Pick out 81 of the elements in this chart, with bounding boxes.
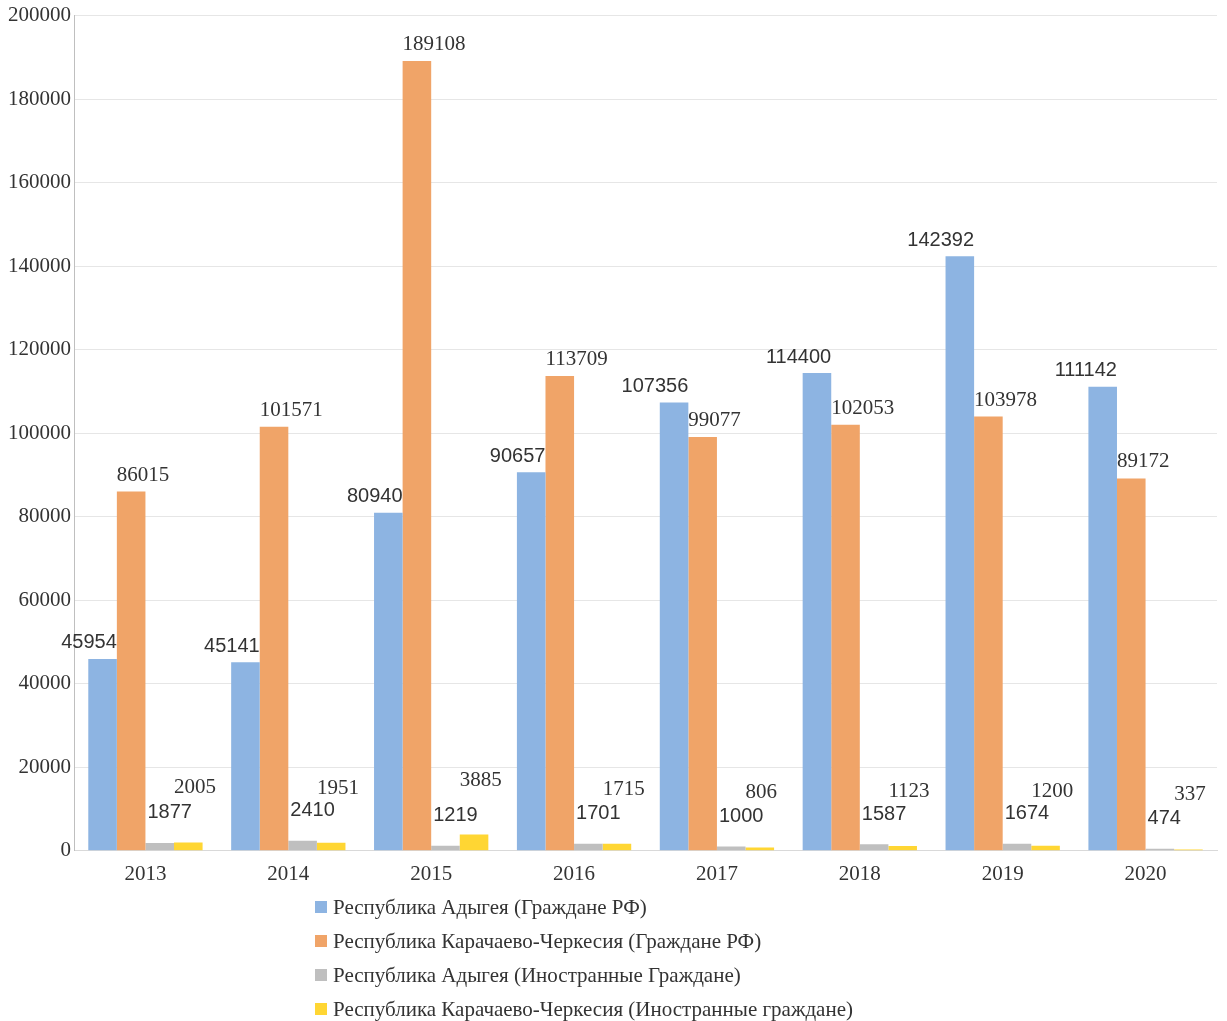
bar xyxy=(145,842,175,851)
y-tick-label: 200000 xyxy=(8,2,71,27)
bar xyxy=(802,373,832,851)
data-label: 1219 xyxy=(433,803,478,826)
data-label: 189108 xyxy=(402,31,466,56)
data-label: 1701 xyxy=(576,801,621,824)
bar xyxy=(859,844,889,851)
data-label: 337 xyxy=(1174,781,1206,806)
bar xyxy=(1088,386,1117,851)
data-label: 1715 xyxy=(602,775,645,800)
bar xyxy=(688,437,717,851)
data-label: 45954 xyxy=(61,630,117,653)
bar xyxy=(1031,845,1060,851)
bar xyxy=(259,426,289,851)
bar xyxy=(945,256,975,851)
bar xyxy=(174,842,203,851)
bar xyxy=(231,662,260,851)
data-label: 1123 xyxy=(888,778,930,803)
data-label: 1877 xyxy=(147,800,192,823)
x-tick-label: 2017 xyxy=(695,860,738,885)
bar xyxy=(1002,843,1032,851)
data-label: 1674 xyxy=(1004,801,1050,824)
data-label: 89172 xyxy=(1116,448,1170,473)
y-tick-label: 100000 xyxy=(8,419,71,444)
bar xyxy=(659,402,689,851)
data-label: 107356 xyxy=(621,374,689,396)
x-tick-label: 2019 xyxy=(981,860,1024,885)
bar xyxy=(374,512,403,851)
x-tick-label: 2014 xyxy=(267,860,310,885)
y-tick-label: 140000 xyxy=(8,252,71,277)
x-tick-label: 2015 xyxy=(410,860,453,885)
bar xyxy=(1116,478,1146,851)
data-label: 142392 xyxy=(907,227,975,250)
data-label: 114400 xyxy=(765,344,832,367)
y-tick-label: 40000 xyxy=(18,670,71,695)
data-label: 45141 xyxy=(204,633,260,656)
legend-label: Республика Карачаево-Черкесия (Иностранные граждане) xyxy=(333,996,853,1021)
y-tick-label: 60000 xyxy=(18,586,71,611)
data-label: 806 xyxy=(745,779,778,804)
data-label: 80940 xyxy=(346,484,403,507)
data-label: 101571 xyxy=(259,396,323,421)
x-tick-label: 2018 xyxy=(838,860,881,885)
data-label: 113709 xyxy=(545,345,608,370)
y-tick-label: 180000 xyxy=(8,85,71,110)
bar xyxy=(516,472,546,851)
data-label: 1000 xyxy=(718,804,764,827)
bar xyxy=(459,834,489,851)
legend-label: Республика Карачаево-Черкесия (Граждане РФ) xyxy=(333,928,762,954)
bar xyxy=(888,846,917,851)
bar xyxy=(545,375,575,851)
y-tick-label: 20000 xyxy=(18,753,71,778)
y-tick-label: 0 xyxy=(60,837,71,862)
legend-label: Республика Адыгея (Иностранные Граждане) xyxy=(333,962,741,988)
data-label: 474 xyxy=(1147,806,1181,829)
data-label: 1951 xyxy=(316,774,359,799)
x-tick-label: 2016 xyxy=(553,860,596,885)
data-label: 99077 xyxy=(688,407,741,432)
bar xyxy=(745,847,775,851)
data-label: 111142 xyxy=(1054,358,1117,381)
bar xyxy=(974,416,1003,851)
data-label: 86015 xyxy=(116,461,170,486)
bar xyxy=(574,843,603,851)
y-tick-label: 160000 xyxy=(8,169,71,194)
data-label: 3885 xyxy=(459,766,502,791)
bar xyxy=(116,491,146,851)
y-tick-label: 80000 xyxy=(18,503,71,528)
x-tick-label: 2013 xyxy=(124,860,167,885)
bar xyxy=(288,840,317,851)
data-label: 103978 xyxy=(974,386,1038,411)
bar xyxy=(831,424,860,851)
data-label: 2410 xyxy=(290,798,335,821)
data-label: 1200 xyxy=(1031,777,1074,802)
x-tick-label: 2020 xyxy=(1124,860,1167,885)
y-tick-label: 120000 xyxy=(8,336,71,361)
legend-label: Республика Адыгея (Граждане РФ) xyxy=(333,894,647,920)
data-label: 2005 xyxy=(174,774,217,799)
data-label: 1587 xyxy=(861,801,907,824)
bar xyxy=(402,61,432,851)
data-label: 90657 xyxy=(489,443,546,466)
bar xyxy=(88,658,117,851)
data-label: 102053 xyxy=(831,394,895,419)
